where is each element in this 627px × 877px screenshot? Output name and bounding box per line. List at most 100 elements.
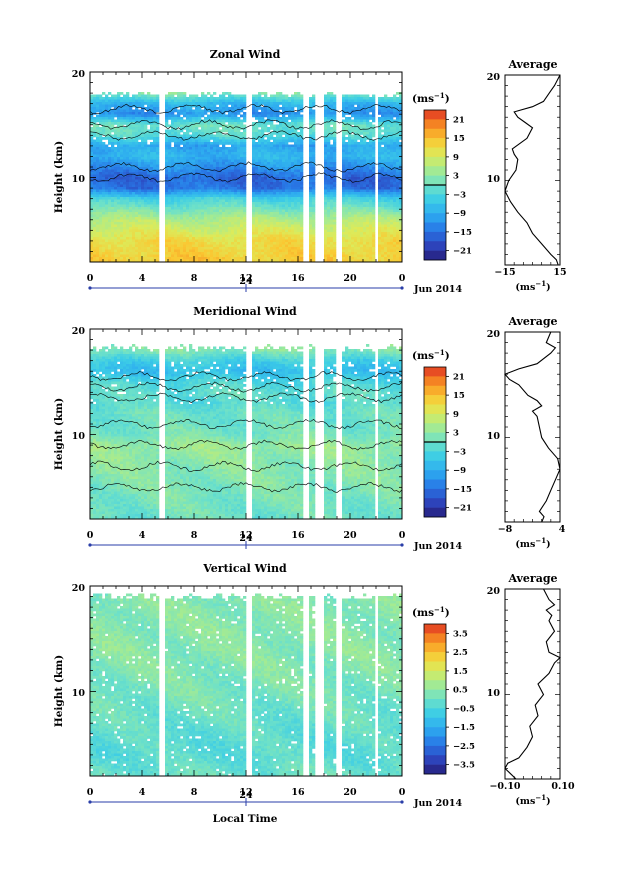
heatmap-cell (345, 192, 349, 195)
heatmap-cell (288, 229, 292, 233)
heatmap-cell (123, 212, 127, 215)
heatmap-cell (288, 234, 292, 238)
heatmap-cell (345, 147, 349, 150)
heatmap-cell (273, 259, 277, 263)
heatmap-cell (174, 152, 178, 155)
heatmap-cell (243, 219, 247, 223)
heatmap-cell (186, 157, 190, 160)
heatmap-cell (327, 129, 331, 133)
heatmap-cell (258, 237, 262, 240)
heatmap-cell (165, 112, 169, 115)
heatmap-cell (327, 169, 331, 173)
heatmap-cell (324, 94, 328, 98)
heatmap-cell (183, 154, 187, 158)
heatmap-cell (99, 162, 103, 165)
heatmap-cell (345, 132, 349, 135)
heatmap-cell (345, 229, 349, 233)
heatmap-cell (309, 179, 313, 183)
heatmap-cell (132, 224, 136, 228)
heatmap-cell (219, 167, 223, 170)
heatmap-cell (144, 174, 148, 178)
heatmap-cell (114, 172, 118, 175)
heatmap-cell (252, 224, 256, 228)
heatmap-cell (228, 97, 232, 100)
heatmap-cell (252, 257, 256, 260)
heatmap-cell (285, 174, 289, 178)
heatmap-cell (231, 187, 235, 190)
heatmap-cell (297, 114, 301, 118)
heatmap-cell (255, 202, 259, 205)
heatmap-cell (237, 159, 241, 163)
heatmap-cell (279, 179, 283, 183)
heatmap-cell (279, 142, 283, 145)
heatmap-cell (207, 127, 211, 130)
heatmap-cell (327, 257, 331, 260)
heatmap-cell (282, 129, 286, 133)
heatmap-cell (237, 169, 241, 173)
heatmap-cell (189, 157, 193, 160)
heatmap-cell (240, 252, 244, 255)
heatmap-cell (276, 254, 280, 258)
heatmap-cell (177, 199, 181, 203)
heatmap-cell (270, 219, 274, 223)
heatmap-cell (192, 212, 196, 215)
heatmap-cell (93, 229, 97, 233)
heatmap-cell (165, 184, 169, 188)
heatmap-cell (252, 132, 256, 135)
heatmap-cell (138, 212, 142, 215)
heatmap-cell (90, 154, 94, 158)
heatmap-cell (267, 177, 271, 180)
heatmap-cell (204, 112, 208, 115)
heatmap-cell (99, 137, 103, 140)
heatmap-cell (174, 214, 178, 218)
heatmap-cell (261, 259, 265, 263)
heatmap-cell (129, 102, 133, 105)
heatmap-cell (348, 107, 352, 110)
heatmap-cell (195, 197, 199, 200)
heatmap-cell (114, 242, 118, 245)
heatmap-cell (282, 159, 286, 163)
heatmap-cell (258, 232, 262, 235)
heatmap-cell (312, 179, 316, 183)
heatmap-cell (108, 214, 112, 218)
heatmap-cell (204, 237, 208, 240)
heatmap-cell (99, 257, 103, 260)
heatmap-cell (195, 132, 199, 135)
heatmap-cell (300, 202, 304, 205)
heatmap-cell (93, 202, 97, 205)
heatmap-cell (120, 92, 124, 95)
heatmap-cell (120, 164, 124, 168)
heatmap-cell (141, 179, 145, 183)
heatmap-cell (90, 257, 94, 260)
heatmap-cell (312, 129, 316, 133)
heatmap-cell (156, 212, 160, 215)
heatmap-cell (261, 112, 265, 115)
heatmap-cell (141, 224, 145, 228)
heatmap-cell (132, 249, 136, 253)
heatmap-cell (288, 114, 292, 118)
heatmap-cell (270, 234, 274, 238)
heatmap-cell (261, 162, 265, 165)
heatmap-cell (234, 199, 238, 203)
heatmap-cell (123, 114, 127, 118)
heatmap-cell (228, 214, 232, 218)
heatmap-cell (285, 159, 289, 163)
heatmap-cell (297, 104, 301, 108)
heatmap-cell (180, 237, 184, 240)
heatmap-cell (243, 229, 247, 233)
heatmap-cell (117, 122, 121, 125)
heatmap-cell (261, 127, 265, 130)
heatmap-cell (231, 164, 235, 168)
heatmap-cell (267, 162, 271, 165)
heatmap-cell (204, 192, 208, 195)
heatmap-cell (207, 207, 211, 210)
heatmap-cell (198, 102, 202, 105)
heatmap-cell (138, 247, 142, 250)
heatmap-cell (276, 112, 280, 115)
heatmap-cell (297, 122, 301, 125)
heatmap-cell (291, 127, 295, 130)
heatmap-cell (258, 124, 262, 128)
heatmap-cell (102, 254, 106, 258)
heatmap-cell (219, 232, 223, 235)
heatmap-cell (168, 182, 172, 185)
